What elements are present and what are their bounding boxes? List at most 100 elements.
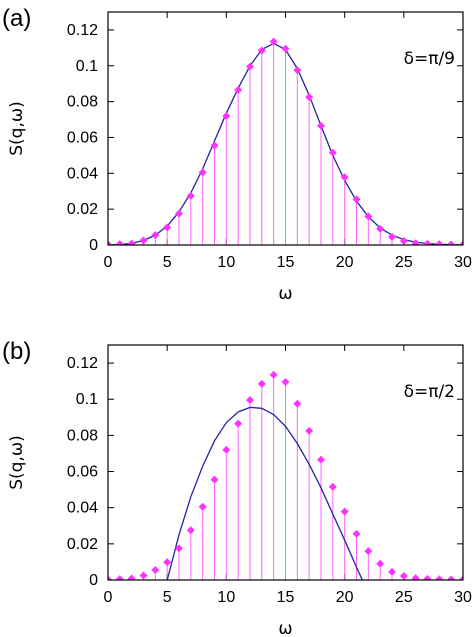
x-tick-label: 5 (163, 254, 172, 271)
data-point (340, 507, 349, 516)
annotation-delta: δ=π/9 (404, 49, 455, 69)
x-tick-label: 25 (395, 589, 413, 606)
data-point (269, 37, 278, 46)
data-point (163, 558, 172, 567)
y-tick-label: 0.12 (67, 22, 98, 39)
data-point (234, 419, 243, 428)
data-point (376, 559, 385, 568)
annotation-delta: δ=π/2 (404, 382, 455, 402)
plot-frame (107, 344, 464, 581)
data-point (139, 236, 148, 245)
plot-frame (107, 11, 464, 246)
data-point (317, 121, 325, 130)
x-tick-label: 30 (454, 589, 472, 606)
x-tick-label: 0 (104, 254, 113, 271)
data-point (139, 571, 148, 580)
y-axis-title: S(q,ω) (7, 435, 27, 490)
data-point (246, 396, 254, 405)
data-point (151, 566, 160, 575)
data-point (352, 195, 361, 204)
data-point (269, 370, 278, 379)
panel-label: (a) (2, 5, 31, 32)
data-point (364, 547, 373, 556)
panel-label: (b) (2, 338, 31, 365)
y-tick-label: 0.04 (67, 165, 98, 182)
x-tick-label: 20 (336, 589, 354, 606)
data-point (108, 575, 112, 580)
data-point (163, 223, 172, 232)
data-point (234, 85, 243, 94)
data-point (305, 426, 314, 435)
plot-area (108, 370, 463, 580)
plot-area (108, 37, 463, 245)
data-point (281, 44, 290, 53)
data-point (447, 240, 456, 245)
x-tick-label: 15 (277, 589, 295, 606)
data-point (435, 240, 444, 245)
data-point (340, 173, 349, 182)
data-point (210, 475, 219, 484)
y-tick-label: 0 (89, 237, 98, 254)
data-point (210, 141, 219, 150)
data-point (328, 482, 337, 491)
y-tick-label: 0.12 (67, 355, 98, 372)
data-point (411, 574, 420, 580)
y-axis-title: S(q,ω) (7, 101, 27, 156)
data-point (186, 526, 195, 535)
data-point (198, 502, 207, 511)
data-point (175, 544, 183, 553)
y-tick-label: 0.08 (67, 427, 98, 444)
data-point (459, 575, 463, 580)
data-point (151, 231, 160, 240)
data-point (222, 111, 231, 120)
y-tick-label: 0.02 (67, 201, 98, 218)
y-tick-label: 0.04 (67, 500, 98, 517)
y-tick-label: 0 (89, 572, 98, 589)
x-tick-label: 10 (217, 589, 235, 606)
data-point (115, 240, 124, 245)
data-point (257, 379, 266, 388)
x-tick-label: 0 (104, 589, 113, 606)
data-point (108, 240, 112, 245)
x-axis-title: ω (278, 284, 292, 304)
chart-panel-1: 0 5 10 15 20 25 30 0 0.02 0.04 0.06 0.08 0.1 0.12 ω S(q… (2, 5, 472, 304)
data-point (447, 575, 456, 580)
data-point (305, 93, 314, 102)
data-point (257, 46, 266, 55)
data-point (388, 232, 396, 241)
x-axis-title: ω (278, 619, 292, 637)
data-point (364, 212, 373, 221)
data-point (423, 239, 432, 245)
y-tick-label: 0.06 (67, 129, 98, 146)
y-tick-label: 0.1 (76, 391, 98, 408)
data-point (388, 567, 396, 576)
data-point (317, 455, 325, 464)
chart-panel-2: 0 5 10 15 20 25 30 0 0.02 0.04 0.06 0.08 0.1 0.12 ω S(q… (2, 338, 472, 637)
data-point (127, 574, 136, 580)
data-point (411, 239, 420, 245)
curve-line (166, 406, 363, 580)
x-tick-label: 10 (217, 254, 235, 271)
data-point (423, 574, 432, 580)
data-point (352, 529, 361, 538)
data-point (435, 575, 444, 580)
y-tick-label: 0.02 (67, 536, 98, 553)
data-point (399, 572, 408, 580)
data-point (281, 378, 290, 387)
x-tick-label: 20 (336, 254, 354, 271)
y-tick-label: 0.08 (67, 94, 98, 111)
data-point (293, 66, 302, 75)
y-tick-label: 0.06 (67, 464, 98, 481)
data-point (115, 575, 124, 580)
data-point (127, 239, 136, 245)
data-point (186, 191, 195, 200)
data-point (459, 240, 463, 245)
data-point (246, 62, 254, 71)
data-point (328, 148, 337, 157)
data-point (198, 168, 207, 177)
x-tick-label: 5 (163, 589, 172, 606)
data-point (376, 224, 385, 233)
y-tick-label: 0.1 (76, 58, 98, 75)
data-point (399, 237, 408, 245)
